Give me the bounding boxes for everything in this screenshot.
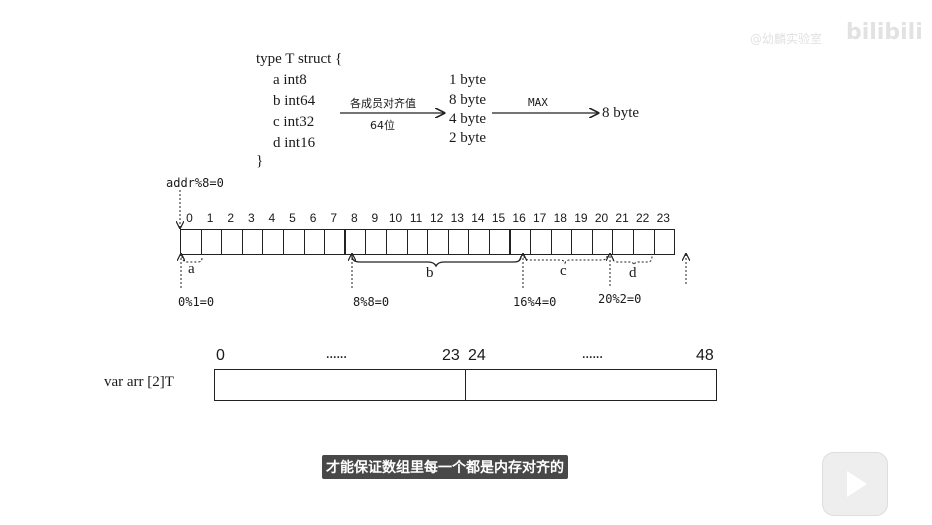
field-letter-c: c	[560, 263, 567, 279]
video-subtitle: 才能保证数组里每一个都是内存对齐的	[322, 455, 568, 479]
memory-cells	[180, 229, 676, 255]
check-d: 20%2=0	[598, 292, 642, 306]
memory-cell	[387, 230, 408, 254]
offset-label: 13	[450, 211, 464, 225]
offset-label: 0	[186, 211, 193, 225]
addr-label: addr%8=0	[166, 176, 224, 190]
struct-field-c: c int32	[273, 114, 315, 130]
memory-cell	[346, 230, 367, 254]
memory-cell	[284, 230, 305, 254]
offset-label: 9	[371, 211, 379, 225]
offset-label: 15	[491, 211, 506, 225]
align-label: 各成员对齐值	[350, 97, 416, 110]
watermark-user: @幼麟实验室	[750, 32, 823, 46]
offset-label: 4	[268, 211, 276, 225]
field-letter-d: d	[629, 265, 637, 281]
array-start: 0	[216, 347, 225, 364]
bilibili-logo: bilibili	[846, 20, 923, 45]
memory-cell	[511, 230, 532, 254]
play-button[interactable]	[822, 452, 888, 516]
offset-label: 12	[430, 211, 444, 225]
field-letter-b: b	[426, 265, 434, 281]
array-label: var arr [2]T	[104, 374, 174, 390]
memory-cell	[408, 230, 429, 254]
memory-cell	[490, 230, 511, 254]
offset-label: 19	[574, 211, 588, 225]
arch-label: 64位	[370, 119, 395, 132]
memory-cell	[655, 230, 676, 254]
memory-cell	[572, 230, 593, 254]
offset-label: 1	[206, 211, 214, 225]
memory-cell	[325, 230, 346, 254]
memory-cell	[531, 230, 552, 254]
brace-a	[181, 255, 203, 263]
offset-label: 10	[388, 211, 403, 225]
offset-label: 8	[350, 211, 358, 225]
brace-d	[611, 255, 653, 267]
offset-label: 17	[533, 211, 547, 225]
memory-cell	[222, 230, 243, 254]
memory-cell	[469, 230, 490, 254]
max-result: 8 byte	[602, 105, 640, 121]
brace-c	[523, 255, 608, 265]
memory-cell	[634, 230, 655, 254]
memory-cell	[305, 230, 326, 254]
size-b: 8 byte	[449, 92, 487, 108]
struct-header: type T struct {	[256, 51, 343, 67]
offset-label: 7	[330, 211, 338, 225]
array-end: 48	[696, 347, 714, 364]
memory-cell	[449, 230, 470, 254]
memory-cell	[366, 230, 387, 254]
memory-cell	[428, 230, 449, 254]
play-icon	[847, 471, 867, 497]
offset-label: 18	[553, 211, 567, 225]
memory-cell	[202, 230, 223, 254]
offset-label: 6	[309, 211, 317, 225]
size-c: 4 byte	[449, 111, 487, 127]
memory-cell	[593, 230, 614, 254]
array-dots-left: ......	[326, 350, 347, 361]
memory-cell	[181, 230, 202, 254]
offset-label: 21	[615, 211, 629, 225]
offset-label: 2	[227, 211, 235, 225]
array-mid-left: 23	[442, 347, 460, 364]
memory-cell	[263, 230, 284, 254]
size-a: 1 byte	[449, 72, 487, 88]
offset-label: 20	[594, 211, 609, 225]
offset-label: 14	[471, 211, 485, 225]
offset-label: 16	[512, 211, 526, 225]
field-letter-a: a	[188, 261, 195, 277]
brace-b	[351, 255, 522, 268]
array-mid-right: 24	[468, 347, 486, 364]
memory-cell	[613, 230, 635, 254]
offset-label: 22	[636, 211, 650, 225]
struct-field-d: d int16	[273, 135, 316, 151]
struct-field-b: b int64	[273, 93, 316, 109]
size-d: 2 byte	[449, 130, 487, 146]
array-dots-right: ......	[582, 350, 603, 361]
memory-cell	[243, 230, 264, 254]
array-element-1	[465, 369, 717, 401]
offset-label: 5	[289, 211, 296, 225]
offset-label: 23	[656, 211, 670, 225]
struct-close: }	[256, 153, 264, 169]
check-c: 16%4=0	[513, 295, 557, 309]
check-a: 0%1=0	[178, 295, 215, 309]
memory-cell	[552, 230, 573, 254]
offset-label: 3	[247, 211, 255, 225]
offset-label: 11	[409, 211, 423, 225]
struct-field-a: a int8	[273, 72, 307, 88]
max-label: MAX	[528, 96, 548, 109]
check-b: 8%8=0	[353, 295, 390, 309]
